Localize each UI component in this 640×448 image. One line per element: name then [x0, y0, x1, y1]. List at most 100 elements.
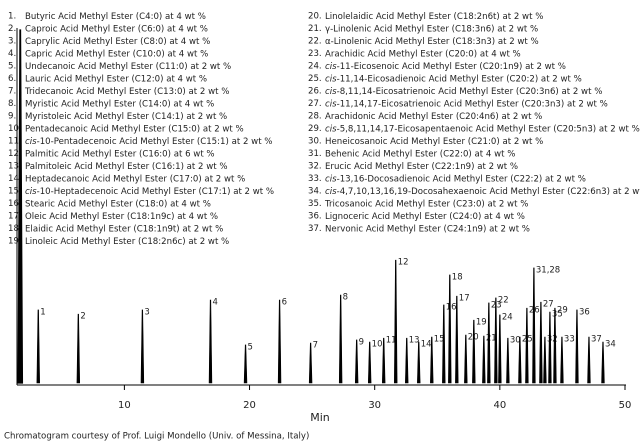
compound-name: cis-8,11,14-Eicosatrienoic Acid Methyl E…: [325, 87, 602, 97]
compound-name: Behenic Acid Methyl Ester (C22:0) at 4 w…: [325, 149, 515, 159]
x-tick-label: 40: [493, 400, 506, 411]
peak: [243, 344, 248, 384]
x-tick-label: 30: [368, 400, 381, 411]
peak: [140, 309, 145, 384]
compound-name: Heneicosanoic Acid Methyl Ester (C21:0) …: [325, 137, 543, 147]
compound-name: Arachidic Acid Methyl Ester (C20:0) at 4…: [325, 49, 521, 59]
peak-label: 2: [80, 312, 85, 322]
compound-name: Butyric Acid Methyl Ester (C4:0) at 4 wt…: [25, 12, 206, 22]
peak: [442, 304, 446, 384]
compound-number: 5.: [8, 62, 16, 72]
peak: [518, 336, 522, 384]
compound-name: Myristic Acid Methyl Ester (C14:0) at 4 …: [25, 99, 214, 109]
compound-number: 9.: [8, 112, 16, 122]
peak-label: 3: [144, 307, 149, 317]
peak-label: 9: [359, 337, 364, 347]
compound-name: cis-11,14,17-Eicosatrienoic Acid Methyl …: [325, 99, 608, 109]
peak-label: 29: [557, 306, 568, 316]
peak: [464, 334, 468, 384]
peak-label: 14: [421, 340, 432, 350]
compound-number: 24.: [308, 62, 322, 72]
peak: [367, 341, 372, 384]
compound-name: cis-11-Eicosenoic Acid Methyl Ester (C20…: [325, 62, 566, 72]
compound-name: Tricosanoic Acid Methyl Ester (C23:0) at…: [324, 199, 528, 209]
compound-number: 33.: [308, 174, 322, 184]
compound-name: cis-10-Pentadecenoic Acid Methyl Ester (…: [25, 137, 272, 147]
compound-number: 14.: [8, 174, 22, 184]
compound-name: Erucic Acid Methyl Ester (C22:1n9) at 2 …: [325, 162, 518, 172]
peak-label: 24: [502, 312, 513, 322]
compound-number: 4.: [8, 49, 16, 59]
peak-label: 21: [486, 334, 497, 344]
peak: [394, 259, 398, 384]
compound-name: Arachidonic Acid Methyl Ester (C20:4n6) …: [325, 112, 542, 122]
compound-number: 13.: [8, 162, 22, 172]
peak-label: 37: [591, 335, 602, 345]
peak: [494, 297, 498, 384]
compound-number: 27.: [308, 99, 322, 109]
peak: [553, 307, 557, 384]
compound-number: 30.: [308, 137, 322, 147]
peak: [17, 29, 24, 384]
peak-label: 34: [605, 340, 616, 350]
compound-name: Tridecanoic Acid Methyl Ester (C13:0) at…: [24, 87, 229, 97]
compound-number: 10.: [8, 124, 22, 134]
peak: [277, 299, 282, 384]
peak: [354, 339, 359, 384]
compound-number: 19.: [8, 237, 22, 247]
peak: [601, 341, 605, 384]
peak-label: 5: [248, 342, 253, 352]
peak-label: 15: [434, 335, 445, 345]
compound-name: Stearic Acid Methyl Ester (C18:0) at 4 w…: [25, 199, 211, 209]
compound-number: 21.: [308, 24, 322, 34]
compound-number: 17.: [8, 212, 22, 222]
peak-label: 19: [476, 318, 487, 328]
peak-label: 10: [372, 340, 383, 350]
peak-label: 17: [459, 294, 470, 304]
peak: [308, 342, 313, 384]
peak: [498, 314, 502, 384]
compound-name: Palmitic Acid Methyl Ester (C16:0) at 6 …: [25, 149, 215, 159]
peak-label: 31,28: [536, 265, 560, 275]
compound-number: 3.: [8, 37, 16, 47]
peak: [575, 309, 579, 384]
compound-number: 34.: [308, 187, 322, 197]
compound-name: α-Linolenic Acid Methyl Ester (C18:3n3) …: [325, 37, 539, 47]
compound-number: 37.: [308, 224, 322, 234]
peak-label: 36: [579, 307, 590, 317]
compound-name: cis-10-Heptadecenoic Acid Methyl Ester (…: [25, 187, 274, 197]
peak: [587, 336, 591, 384]
compound-name: Elaidic Acid Methyl Ester (C18:1n9t) at …: [25, 224, 223, 234]
peak-label: 33: [564, 335, 575, 345]
peak: [487, 302, 491, 384]
compound-number: 15.: [8, 187, 22, 197]
compound-number: 12.: [8, 149, 22, 159]
peak-label: 8: [343, 293, 348, 303]
compound-name: Capric Acid Methyl Ester (C10:0) at 4 wt…: [25, 49, 208, 59]
compound-name: Linolelaidic Acid Methyl Ester (C18:2n6t…: [325, 12, 543, 22]
compound-number: 18.: [8, 224, 22, 234]
compound-name: γ-Linolenic Acid Methyl Ester (C18:3n6) …: [325, 24, 538, 34]
peak: [506, 337, 510, 384]
peak-label: 4: [212, 298, 217, 308]
compound-name: cis-13,16-Docosadienoic Acid Methyl Este…: [325, 174, 586, 184]
compound-number: 2.: [8, 24, 16, 34]
peak-label: 16: [446, 302, 457, 312]
peak: [381, 337, 386, 384]
peak: [525, 307, 529, 384]
compound-number: 6.: [8, 74, 16, 84]
peak-label: 22: [498, 295, 509, 305]
compound-number: 29.: [308, 124, 322, 134]
compound-name: Caproic Acid Methyl Ester (C6:0) at 4 wt…: [25, 24, 208, 34]
peak-label: 12: [398, 258, 409, 268]
compound-name: Myristoleic Acid Methyl Ester (C14:1) at…: [25, 112, 227, 122]
peak-label: 27: [543, 300, 554, 310]
peak: [560, 336, 564, 384]
peak: [548, 311, 552, 384]
credit: Chromatogram courtesy of Prof. Luigi Mon…: [4, 432, 309, 442]
peak-label: 35: [552, 310, 563, 320]
compound-name: Nervonic Acid Methyl Ester (C24:1n9) at …: [325, 224, 530, 234]
peak: [448, 274, 452, 384]
peak: [472, 319, 476, 384]
compound-name: cis-11,14-Eicosadienoic Acid Methyl Este…: [325, 74, 582, 84]
